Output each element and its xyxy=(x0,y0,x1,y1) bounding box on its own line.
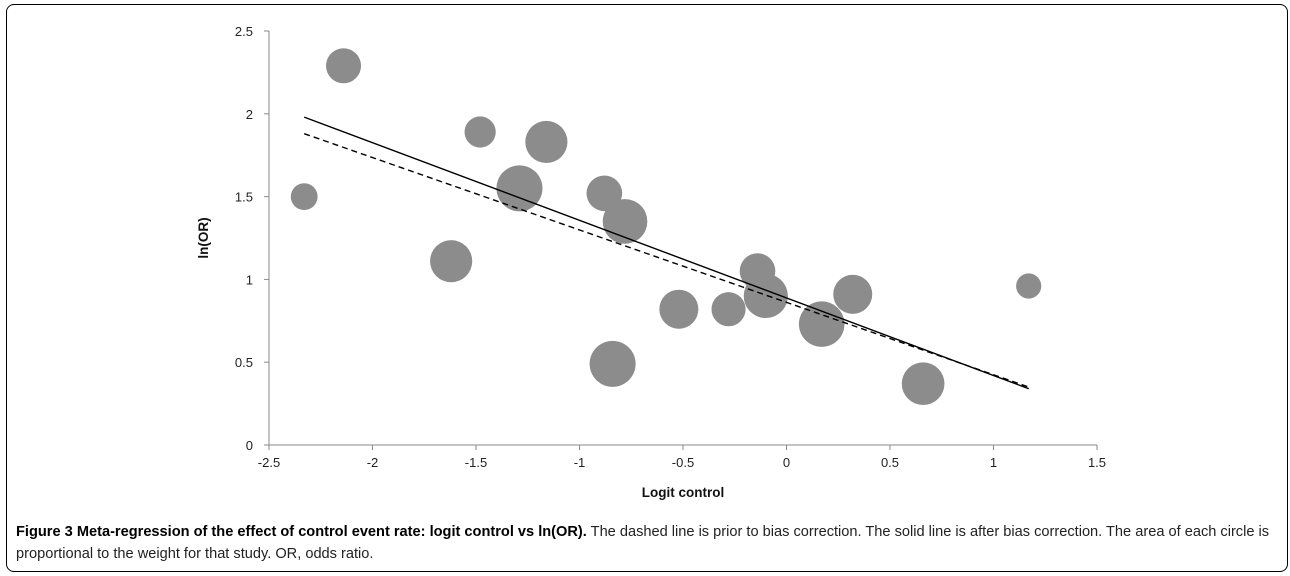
x-tick-label: -2 xyxy=(367,455,379,470)
x-tick-label: 0 xyxy=(783,455,790,470)
regression-line-solid xyxy=(303,116,1029,390)
caption-label: Figure 3 Meta-regression of the effect o… xyxy=(16,524,587,540)
data-point xyxy=(1016,273,1042,299)
x-axis-title: Logit control xyxy=(642,485,724,500)
data-point xyxy=(901,362,945,406)
data-point xyxy=(589,340,636,387)
x-tick-label: -1 xyxy=(574,455,586,470)
x-tick-label: -1.5 xyxy=(465,455,487,470)
y-tick-label: 1.5 xyxy=(235,190,253,205)
x-tick-label: 1.5 xyxy=(1088,455,1106,470)
data-point xyxy=(798,301,845,347)
data-point xyxy=(711,292,746,327)
y-tick-label: 2.5 xyxy=(235,24,253,39)
data-point xyxy=(586,175,623,212)
caption-text: The dashed line is prior to bias correct… xyxy=(16,524,1270,562)
y-tick-label: 0.5 xyxy=(235,355,253,370)
y-tick-label: 1 xyxy=(246,272,253,287)
x-tick-label: -0.5 xyxy=(672,455,694,470)
x-tick-label: 1 xyxy=(990,455,997,470)
x-tick-label: -2.5 xyxy=(258,455,280,470)
data-point xyxy=(290,183,318,211)
data-point xyxy=(743,273,788,319)
data-point xyxy=(326,48,362,84)
y-axis-title: ln(OR) xyxy=(196,217,211,258)
data-point xyxy=(496,165,543,212)
scatter-chart: -2.5 -2 -1.5 -1 -0.5 0 0.5 1 1.5 0 0.5 1 1.5 2 2.5 Logi… xyxy=(196,24,1106,500)
data-point xyxy=(833,274,873,314)
figure-caption: Figure 3 Meta-regression of the effect o… xyxy=(16,521,1278,565)
data-point xyxy=(464,116,496,148)
figure-frame xyxy=(6,4,1288,572)
data-point xyxy=(659,289,699,329)
y-tick-label: 0 xyxy=(246,438,253,453)
y-tick-label: 2 xyxy=(246,107,253,122)
data-point xyxy=(525,120,568,164)
x-tick-label: 0.5 xyxy=(881,455,899,470)
data-point xyxy=(430,240,473,283)
regression-line-dashed xyxy=(303,133,1029,388)
